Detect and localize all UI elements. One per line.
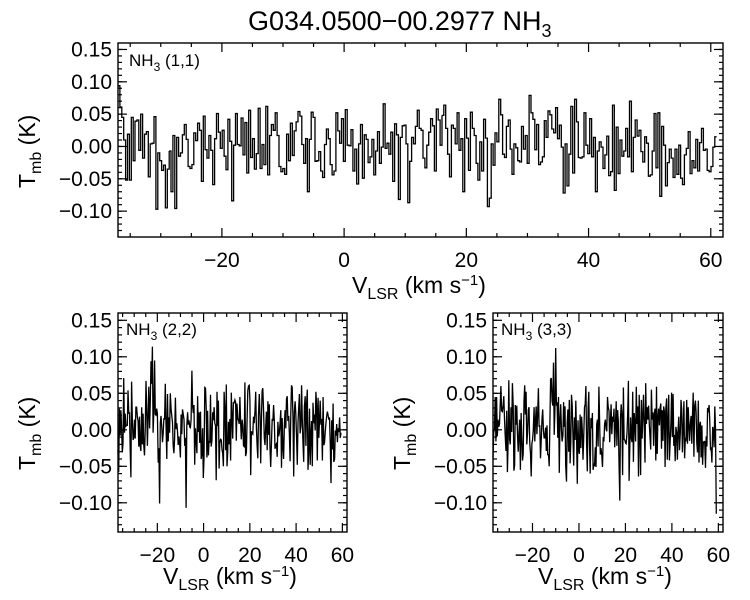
x-tick-label: −20 (204, 249, 240, 272)
y-tick-label: −0.05 (434, 455, 487, 478)
y-tick-label: 0.15 (446, 309, 487, 332)
y-tick-label: 0.10 (71, 71, 112, 94)
y-tick-label: 0.10 (71, 346, 112, 369)
y-axis-label: Tmb (K) (389, 397, 420, 470)
y-tick-label: 0.00 (71, 419, 112, 442)
y-tick-label: 0.05 (446, 382, 487, 405)
x-tick-label: 0 (573, 544, 585, 567)
panel-label: NH3 (2,2) (126, 320, 197, 343)
x-tick-label: 40 (577, 249, 600, 272)
x-axis-label: VLSR (km s−1) (538, 563, 672, 594)
x-tick-labels: −20 0 20 40 60 (515, 544, 730, 567)
x-axis-label: VLSR (km s−1) (352, 272, 486, 303)
x-tick-label: 0 (198, 544, 210, 567)
x-tick-label: 20 (455, 249, 478, 272)
y-tick-label: −0.10 (59, 492, 112, 515)
x-tick-label: 60 (699, 249, 722, 272)
y-tick-label: −0.10 (59, 200, 112, 223)
y-tick-label: −0.05 (59, 455, 112, 478)
x-tick-label: 40 (660, 544, 683, 567)
x-tick-label: −20 (140, 544, 176, 567)
x-tick-label: 20 (238, 544, 261, 567)
panel-nh3-1-1: NH3 (1,1) 0.15 0.10 0.05 0.00 −0.05 −0.10 −20… (14, 38, 724, 303)
figure-title: G034.0500−00.2977 NH3 (248, 6, 552, 41)
x-tick-labels: −20 0 20 40 60 (140, 544, 355, 567)
x-tick-label: 60 (707, 544, 730, 567)
y-tick-label: 0.05 (71, 103, 112, 126)
panel-label: NH3 (3,3) (501, 320, 572, 343)
y-tick-label: −0.10 (434, 492, 487, 515)
y-axis-label: Tmb (K) (14, 115, 45, 188)
x-tick-labels: −20 0 20 40 60 (204, 249, 722, 272)
y-tick-label: −0.05 (59, 168, 112, 191)
x-axis-label: VLSR (km s−1) (163, 563, 297, 594)
spectrum-line (118, 85, 717, 210)
panel-nh3-3-3: NH3 (3,3) 0.15 0.10 0.05 0.00 −0.05 −0.10 −20… (389, 309, 730, 594)
y-tick-label: 0.15 (71, 38, 112, 61)
y-tick-label: 0.00 (71, 135, 112, 158)
x-tick-label: 40 (284, 544, 307, 567)
spectrum-line (492, 347, 717, 514)
y-axis-label: Tmb (K) (14, 397, 45, 470)
panel-nh3-2-2: NH3 (2,2) 0.15 0.10 0.05 0.00 −0.05 −0.10 −20… (14, 309, 354, 594)
x-tick-label: −20 (515, 544, 551, 567)
x-tick-label: 60 (331, 544, 354, 567)
y-tick-label: 0.05 (71, 382, 112, 405)
y-tick-label: 0.15 (71, 309, 112, 332)
tick-marks (118, 43, 723, 237)
y-tick-labels: 0.15 0.10 0.05 0.00 −0.05 −0.10 (434, 309, 487, 515)
panel-label: NH3 (1,1) (129, 51, 200, 74)
x-tick-label: 20 (614, 544, 637, 567)
x-tick-label: 0 (338, 249, 350, 272)
y-tick-labels: 0.15 0.10 0.05 0.00 −0.05 −0.10 (59, 309, 112, 515)
y-tick-label: 0.00 (446, 419, 487, 442)
y-tick-label: 0.10 (446, 346, 487, 369)
spectrum-line (117, 346, 342, 508)
tick-marks (493, 313, 723, 532)
y-tick-labels: 0.15 0.10 0.05 0.00 −0.05 −0.10 (59, 38, 112, 223)
